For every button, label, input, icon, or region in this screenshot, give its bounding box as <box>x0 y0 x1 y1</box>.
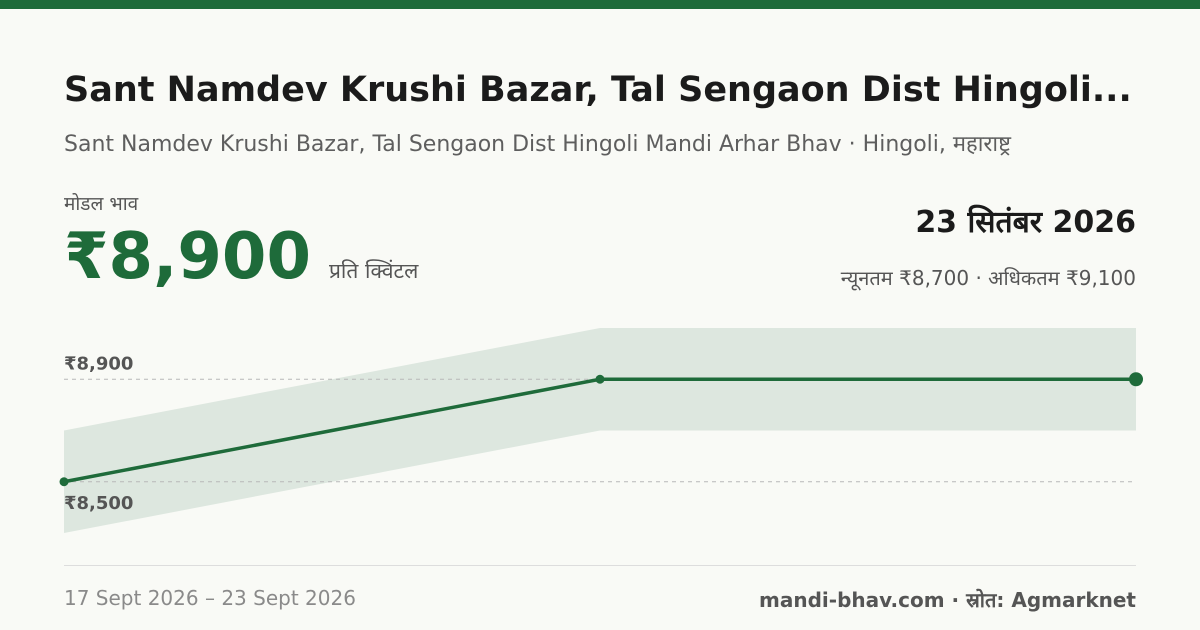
price-row: ₹8,900 प्रति क्विंटल <box>64 220 419 294</box>
modal-price-value: ₹8,900 <box>64 220 311 294</box>
modal-price-label: मोडल भाव <box>64 193 139 215</box>
source-credit: mandi-bhav.com · स्रोत: Agmarknet <box>759 588 1136 612</box>
min-max-price: न्यूनतम ₹8,700 · अधिकतम ₹9,100 <box>840 266 1136 290</box>
data-point <box>59 477 69 487</box>
reference-label: ₹8,900 <box>64 353 133 374</box>
date-range: 17 Sept 2026 – 23 Sept 2026 <box>64 586 356 610</box>
reference-label: ₹8,500 <box>64 493 133 514</box>
data-point <box>595 374 605 384</box>
data-point <box>1129 372 1143 387</box>
min-max-band <box>64 328 1136 533</box>
price-date: 23 सितंबर 2026 <box>915 205 1136 240</box>
price-unit: प्रति क्विंटल <box>328 259 419 283</box>
page-subtitle: Sant Namdev Krushi Bazar, Tal Sengaon Di… <box>64 132 1011 157</box>
page-title: Sant Namdev Krushi Bazar, Tal Sengaon Di… <box>64 70 1132 110</box>
top-accent-bar <box>0 0 1200 9</box>
footer-divider <box>64 565 1136 566</box>
